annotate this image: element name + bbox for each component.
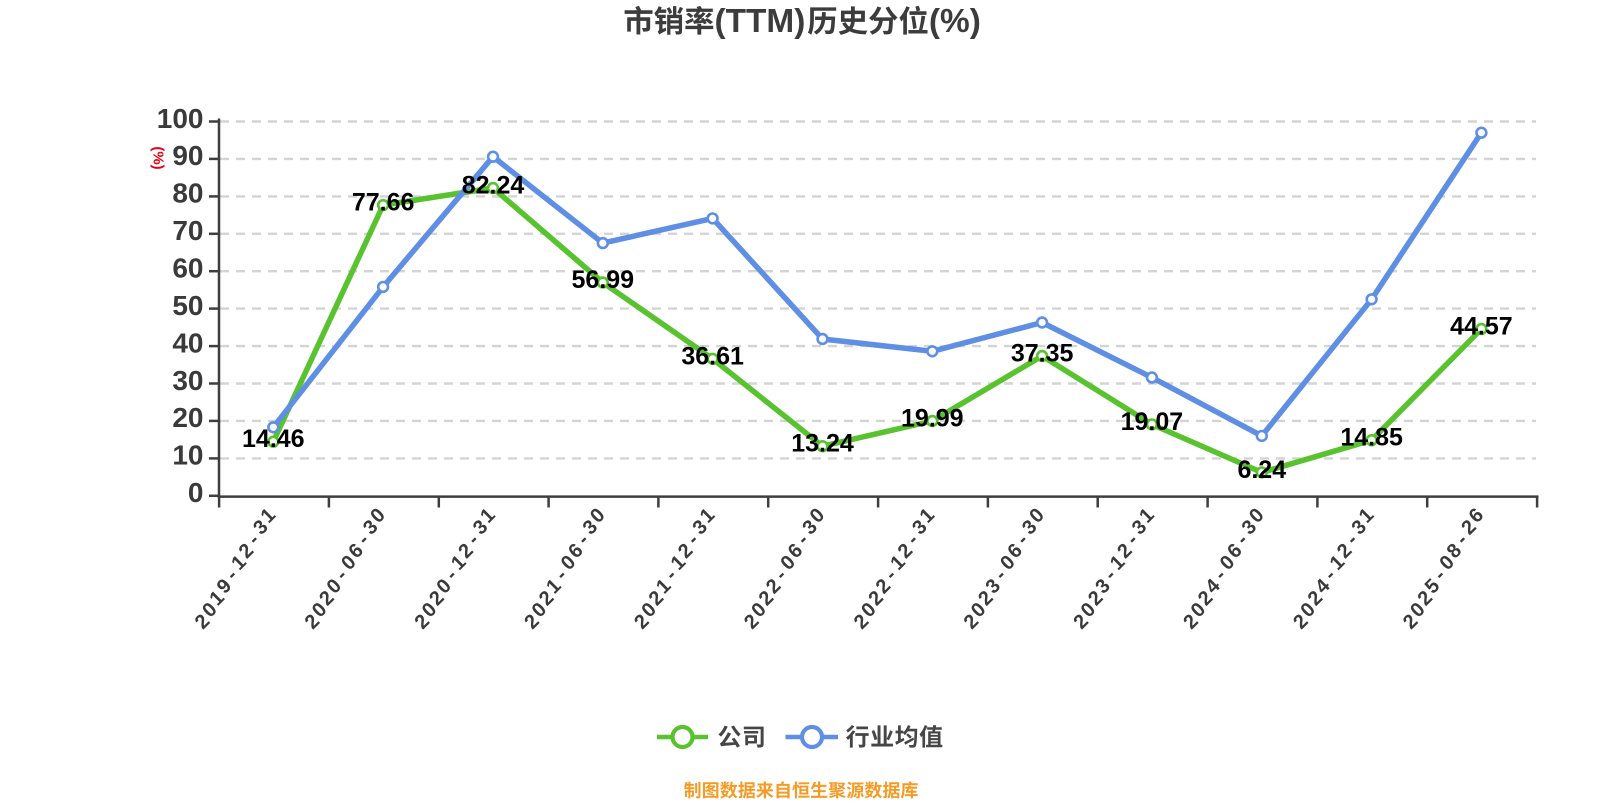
svg-text:100: 100	[157, 103, 204, 134]
svg-text:90: 90	[172, 140, 203, 171]
svg-text:19.99: 19.99	[901, 405, 964, 433]
svg-text:37.35: 37.35	[1011, 340, 1074, 368]
svg-text:80: 80	[172, 178, 203, 209]
svg-text:14.46: 14.46	[242, 425, 305, 453]
svg-text:30: 30	[172, 365, 203, 396]
svg-text:19.07: 19.07	[1121, 408, 1184, 436]
svg-text:0: 0	[188, 477, 204, 508]
svg-text:70: 70	[172, 215, 203, 246]
svg-text:10: 10	[172, 440, 203, 471]
svg-text:82.24: 82.24	[462, 172, 525, 200]
svg-text:(TTM): (TTM)	[715, 3, 806, 40]
svg-text:40: 40	[172, 327, 203, 358]
svg-text:14.85: 14.85	[1340, 424, 1403, 452]
svg-text:60: 60	[172, 253, 203, 284]
svg-text:50: 50	[172, 290, 203, 321]
svg-text:(%): (%)	[929, 3, 981, 40]
svg-text:56.99: 56.99	[572, 266, 635, 294]
svg-text:20: 20	[172, 402, 203, 433]
svg-text:13.24: 13.24	[791, 430, 854, 458]
svg-text:77.66: 77.66	[352, 189, 415, 217]
svg-text:44.57: 44.57	[1450, 313, 1513, 341]
svg-text:6.24: 6.24	[1237, 456, 1286, 484]
svg-text:36.61: 36.61	[681, 342, 744, 370]
svg-text:(%): (%)	[150, 146, 167, 169]
